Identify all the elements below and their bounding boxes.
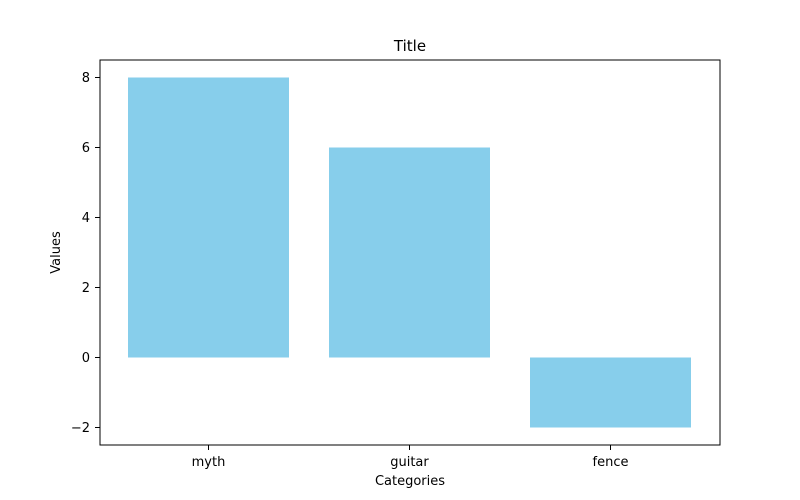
y-tick-label: 8 (82, 71, 90, 86)
x-axis: myth guitar fence (192, 445, 629, 470)
y-axis-label: Values (49, 231, 64, 274)
y-tick-label: 4 (82, 211, 90, 226)
x-axis-label: Categories (375, 474, 445, 489)
y-tick-label: 2 (82, 281, 90, 296)
y-tick-label: −2 (71, 421, 90, 436)
x-tick-label: myth (192, 455, 226, 470)
chart-title: Title (393, 37, 426, 55)
bar-myth (128, 77, 289, 358)
y-tick-label: 6 (82, 141, 90, 156)
bars-group (128, 77, 691, 428)
x-tick-label: fence (593, 455, 629, 470)
y-tick-label: 0 (82, 351, 90, 366)
x-tick-label: guitar (390, 455, 429, 470)
bar-fence (530, 357, 691, 428)
bar-guitar (329, 147, 490, 358)
y-axis: −2 0 2 4 6 8 (71, 71, 100, 436)
